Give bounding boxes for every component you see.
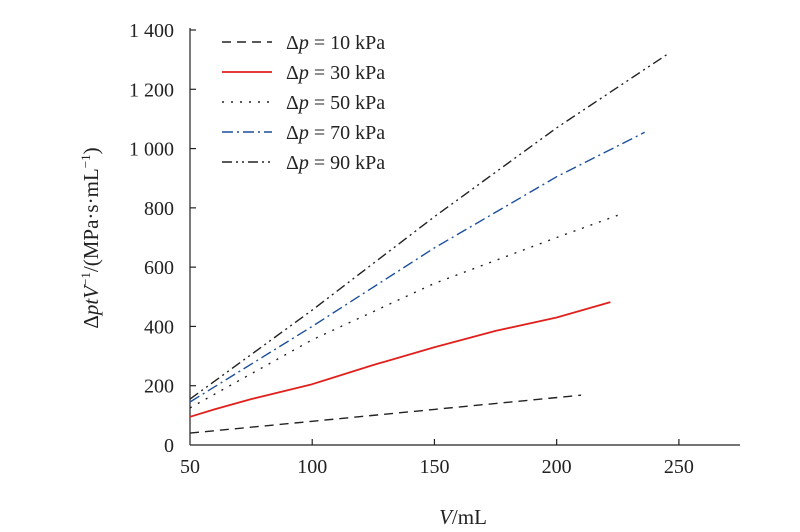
legend-label-1: Δp = 10 kPa [286,32,385,54]
series-line-1 [189,394,582,434]
x-tick-label: 150 [419,456,449,478]
y-tick-label: 0 [164,435,174,457]
y-axis-title: ΔptV−1/(MPa·s·mL−1) [78,147,103,328]
y-tick-label: 800 [144,198,174,220]
series-line-2 [189,301,611,418]
x-tick-label: 200 [542,456,572,478]
y-tick-label: 1 400 [129,20,174,42]
y-axis-ticks: 0 200 400 600 800 1 000 1 200 1 400 [129,20,196,457]
legend: Δp = 10 kPa Δp = 30 kPa Δp = 50 kPa Δp = 70… [222,32,385,174]
series-line-5 [189,52,670,400]
legend-label-2: Δp = 30 kPa [286,62,385,84]
y-tick-label: 400 [144,316,174,338]
x-axis-ticks: 50 100 150 200 250 [180,439,694,478]
legend-label-5: Δp = 90 kPa [286,152,385,174]
series-line-3 [189,213,621,409]
legend-label-3: Δp = 50 kPa [286,92,385,114]
y-tick-label: 1 000 [129,139,174,161]
x-axis-title: V/mL [439,505,487,529]
y-tick-label: 1 200 [129,79,174,101]
axes [189,28,740,446]
series-lines [189,52,670,434]
x-tick-label: 50 [180,456,200,478]
x-tick-label: 250 [664,456,694,478]
legend-label-4: Δp = 70 kPa [286,122,385,144]
series-line-4 [189,131,646,403]
y-tick-label: 600 [144,257,174,279]
x-tick-label: 100 [297,456,327,478]
y-tick-label: 200 [144,376,174,398]
